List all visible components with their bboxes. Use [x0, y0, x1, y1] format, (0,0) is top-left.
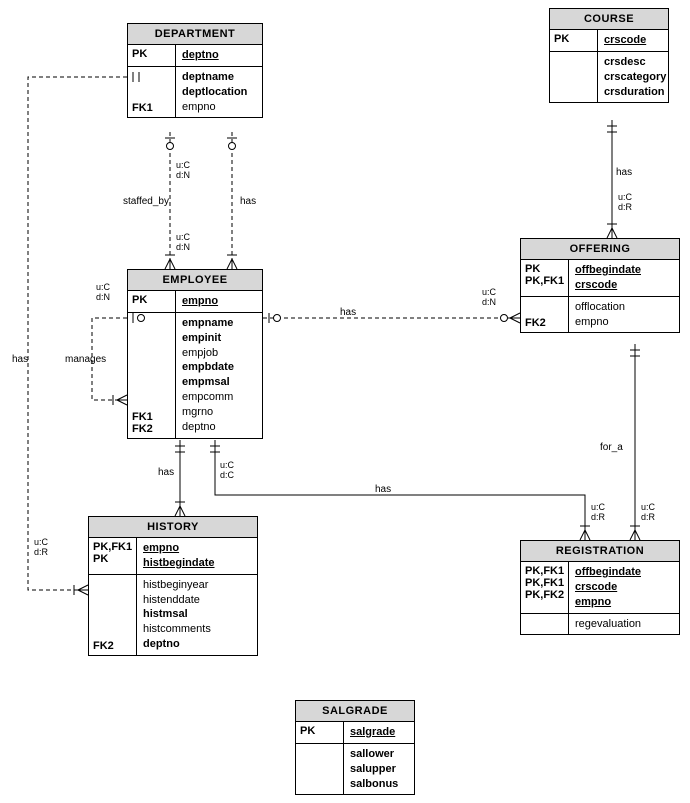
svg-text:u:C: u:C	[591, 502, 606, 512]
pk-label: PK	[550, 30, 598, 51]
svg-text:manages: manages	[65, 354, 106, 365]
pk-attrs: crscode	[598, 30, 668, 51]
svg-text:d:R: d:R	[641, 512, 656, 522]
svg-text:u:C: u:C	[641, 502, 656, 512]
entity-title: DEPARTMENT	[128, 24, 262, 45]
pk-attrs: empnohistbegindate	[137, 538, 257, 574]
svg-text:u:C: u:C	[176, 232, 191, 242]
entity-title: SALGRADE	[296, 701, 414, 722]
svg-text:d:C: d:C	[220, 470, 235, 480]
pk-label: PK	[296, 722, 344, 743]
svg-text:d:N: d:N	[96, 292, 110, 302]
svg-text:has: has	[616, 167, 632, 178]
entity-history: HISTORYPK,FK1 PKempnohistbegindateFK2his…	[88, 516, 258, 656]
fk-label	[550, 52, 598, 103]
entity-employee: EMPLOYEEPKempnoFK1 FK2empnameempinitempj…	[127, 269, 263, 439]
entity-offering: OFFERINGPK PK,FK1offbegindatecrscodeFK2o…	[520, 238, 680, 333]
svg-text:d:R: d:R	[618, 202, 633, 212]
entity-title: REGISTRATION	[521, 541, 679, 562]
svg-text:has: has	[12, 354, 28, 365]
pk-label: PK PK,FK1	[521, 260, 569, 296]
body-attrs: deptnamedeptlocationempno	[176, 67, 262, 118]
svg-text:d:N: d:N	[482, 297, 496, 307]
svg-text:u:C: u:C	[176, 160, 191, 170]
er-diagram-canvas: DEPARTMENTPKdeptnoFK1deptnamedeptlocatio…	[0, 0, 690, 803]
svg-text:u:C: u:C	[34, 537, 49, 547]
svg-text:u:C: u:C	[482, 287, 497, 297]
svg-text:has: has	[158, 467, 174, 478]
fk-label: FK2	[521, 297, 569, 333]
body-attrs: empnameempinitempjobempbdateempmsalempco…	[176, 313, 262, 438]
body-attrs: crsdesccrscategorycrsduration	[598, 52, 670, 103]
pk-attrs: offbegindatecrscode	[569, 260, 679, 296]
body-attrs: regevaluation	[569, 614, 679, 635]
fk-label	[521, 614, 569, 635]
fk-label	[296, 744, 344, 795]
svg-text:u:C: u:C	[96, 282, 111, 292]
svg-text:has: has	[375, 484, 391, 495]
svg-text:has: has	[240, 196, 256, 207]
body-attrs: offlocationempno	[569, 297, 679, 333]
pk-label: PK,FK1 PK	[89, 538, 137, 574]
fk-label: FK1	[128, 67, 176, 118]
pk-label: PK	[128, 291, 176, 312]
svg-text:d:R: d:R	[34, 547, 49, 557]
entity-title: COURSE	[550, 9, 668, 30]
svg-text:d:R: d:R	[591, 512, 606, 522]
svg-text:d:N: d:N	[176, 242, 190, 252]
svg-text:d:N: d:N	[176, 170, 190, 180]
svg-text:u:C: u:C	[220, 460, 235, 470]
entity-title: EMPLOYEE	[128, 270, 262, 291]
entity-registration: REGISTRATIONPK,FK1 PK,FK1 PK,FK2offbegin…	[520, 540, 680, 635]
body-attrs: sallowersaluppersalbonus	[344, 744, 414, 795]
entity-title: HISTORY	[89, 517, 257, 538]
relationship-overlay: staffed_byu:Cd:Nu:Cd:Nhasmanagesu:Cd:Nha…	[0, 0, 690, 803]
svg-text:staffed_by: staffed_by	[123, 196, 169, 207]
entity-department: DEPARTMENTPKdeptnoFK1deptnamedeptlocatio…	[127, 23, 263, 118]
entity-course: COURSEPKcrscodecrsdesccrscategorycrsdura…	[549, 8, 669, 103]
fk-label: FK1 FK2	[128, 313, 176, 438]
pk-attrs: deptno	[176, 45, 262, 66]
pk-attrs: salgrade	[344, 722, 414, 743]
svg-text:has: has	[340, 307, 356, 318]
pk-label: PK	[128, 45, 176, 66]
entity-title: OFFERING	[521, 239, 679, 260]
body-attrs: histbeginyearhistenddatehistmsalhistcomm…	[137, 575, 257, 655]
entity-salgrade: SALGRADEPKsalgradesallowersaluppersalbon…	[295, 700, 415, 795]
pk-label: PK,FK1 PK,FK1 PK,FK2	[521, 562, 569, 613]
svg-text:u:C: u:C	[618, 192, 633, 202]
svg-text:for_a: for_a	[600, 442, 623, 453]
fk-label: FK2	[89, 575, 137, 655]
pk-attrs: empno	[176, 291, 262, 312]
pk-attrs: offbegindatecrscodeempno	[569, 562, 679, 613]
